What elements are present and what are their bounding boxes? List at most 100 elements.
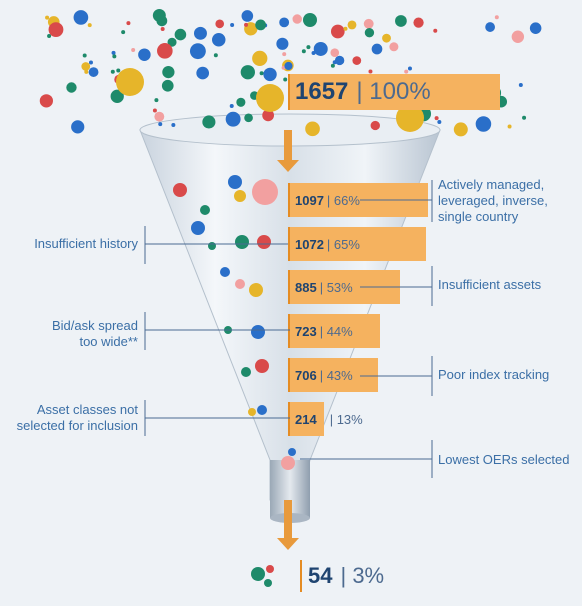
ball [257,405,267,415]
ball [230,23,235,28]
stage-count: 723 [295,323,317,339]
stage-count: 1097 [295,192,324,208]
ball [368,69,373,74]
ball [433,28,438,33]
ball [126,21,131,26]
stage-count: 706 [295,367,317,383]
ball [48,22,64,38]
bar-rule [288,314,290,348]
ball [347,20,357,30]
ball [330,48,340,58]
ball [112,54,117,59]
stage-percent: 66% [333,192,360,208]
bar-rule [288,227,290,261]
ball [404,69,409,74]
ball [121,30,126,35]
ball [167,37,177,47]
ball [234,190,246,202]
filter-label-asset-classes: Asset classes not selected for inclusion [16,402,138,433]
ball [303,13,317,27]
ball [330,63,335,68]
ball [263,67,277,82]
ball [352,56,362,65]
ball [73,10,89,25]
ball [81,62,91,71]
final-stage: 54 | 3% [300,560,384,592]
ball [453,122,468,137]
ball [47,34,52,39]
filter-label-tracking: Poor index tracking [438,367,550,382]
ball [213,53,218,58]
stage-percent: 53% [326,279,353,295]
ball [208,242,216,250]
stage-bar: 885 | 53% [288,270,400,304]
filter-label-oer: Lowest OERs selected [438,452,570,467]
ball [215,19,225,29]
ball [363,18,374,29]
ball [518,83,523,88]
ball [266,565,274,573]
ball [202,115,216,129]
ball [522,115,527,120]
ball [334,55,345,66]
ball [251,567,265,581]
ball [88,67,99,77]
ball [154,111,165,122]
stage-bar: 1097 | 66% [288,183,428,217]
ball [475,116,492,132]
bar-rule [288,74,290,110]
stage-count: 1657 [295,78,349,105]
ball [264,579,272,587]
ball [158,122,163,127]
ball [88,60,93,65]
ball [244,113,253,123]
bar-rule [288,270,290,304]
ball [382,33,391,43]
stage-percent: 43% [326,367,353,383]
ball [301,49,306,54]
ball [396,104,424,132]
ball [161,79,174,92]
ball [200,205,210,215]
ball [395,15,407,27]
ball [162,66,175,79]
ball [193,26,207,40]
ball [66,82,77,93]
ball [191,221,205,235]
stage-bar: 1072 | 65% [288,227,426,261]
ball [87,23,92,28]
ball [511,30,525,43]
stage-bar: 723 | 44% [288,314,380,348]
ball [235,279,245,289]
stage-percent: 100% [369,78,431,105]
filter-label-assets: Insufficient assets [438,277,542,292]
ball [244,22,249,27]
ball [282,52,287,57]
ball [251,325,265,339]
ball [305,121,320,137]
ball [255,359,269,373]
ball [152,8,166,22]
ball [152,108,157,113]
ball [171,122,176,127]
ball [160,27,165,32]
ball [262,109,275,122]
ball [71,120,85,134]
ball [240,65,255,80]
ball [343,26,348,31]
bar-rule [300,560,302,592]
ball [437,120,442,125]
ball [529,22,542,34]
stage-percent: 3% [352,563,385,588]
ball [39,94,53,108]
stage-count: 214 [295,411,317,427]
ball [110,89,124,103]
ball [364,28,375,38]
ball [276,37,289,50]
ball [138,48,151,61]
ball [494,15,499,20]
ball [110,69,115,74]
ball [154,98,159,103]
ball [413,17,424,28]
ball [257,235,271,249]
